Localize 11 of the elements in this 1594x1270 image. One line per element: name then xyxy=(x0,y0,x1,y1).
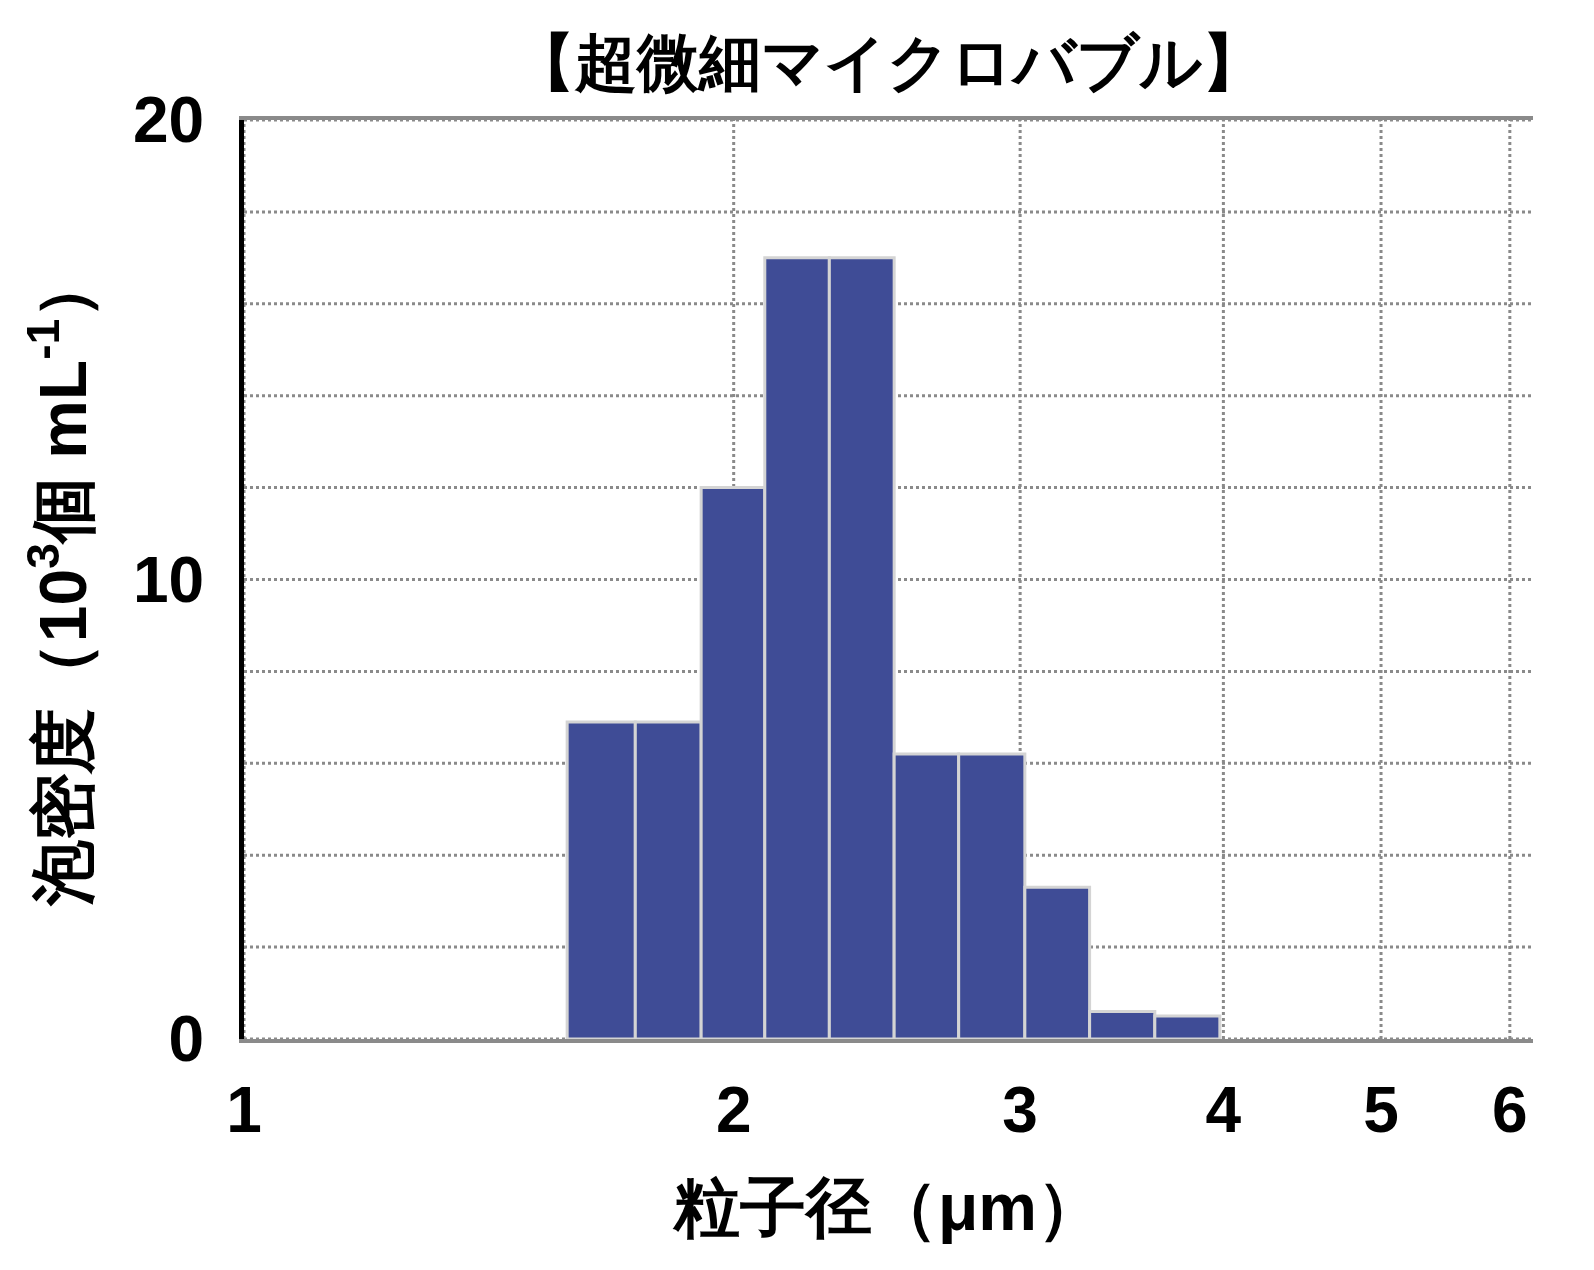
y-tick-label: 10 xyxy=(133,543,205,616)
chart-title: 【超微細マイクロバブル】 xyxy=(513,27,1264,97)
x-tick-label: 4 xyxy=(1205,1073,1242,1146)
y-tick-label: 0 xyxy=(168,1003,205,1076)
x-tick-label: 5 xyxy=(1363,1073,1399,1146)
x-tick-label: 1 xyxy=(226,1073,262,1146)
y-tick-label: 20 xyxy=(133,84,205,157)
x-axis-title: 粒子径（μm） xyxy=(671,1170,1104,1244)
x-tick-label: 2 xyxy=(715,1073,752,1146)
x-tick-label: 3 xyxy=(1002,1073,1038,1146)
x-tick-label: 6 xyxy=(1492,1073,1528,1146)
